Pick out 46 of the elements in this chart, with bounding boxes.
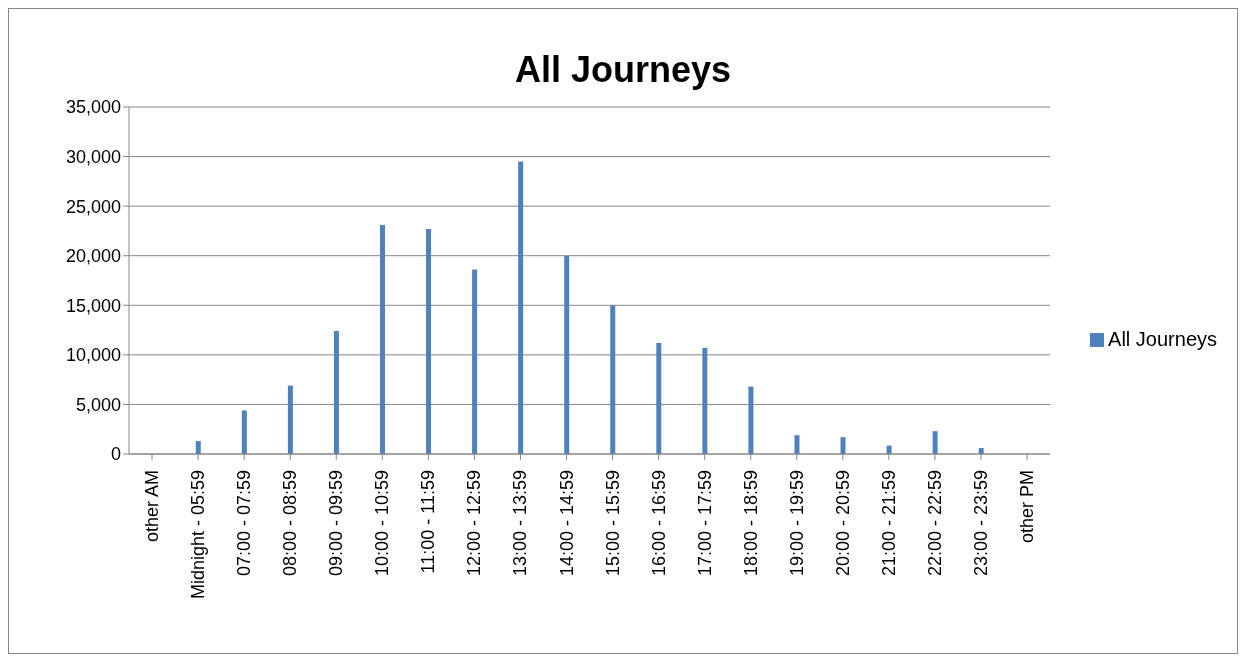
x-tick-label: 15:00 - 15:59 (602, 470, 623, 577)
y-tick-label: 10,000 (65, 345, 121, 366)
bar (656, 342, 662, 454)
x-tick-label: 09:00 - 09:59 (326, 470, 347, 577)
bar (426, 228, 432, 454)
y-tick-label: 30,000 (65, 146, 121, 167)
y-tick-label: 20,000 (65, 246, 121, 267)
bar (794, 435, 800, 454)
bar (564, 255, 570, 454)
x-tick-label: other AM (142, 470, 163, 543)
chart-title: All Journeys (513, 49, 733, 92)
x-tick-label: other PM (1017, 470, 1038, 544)
y-tick-label: 35,000 (65, 97, 121, 118)
x-tick-label: 17:00 - 17:59 (694, 470, 715, 577)
bar (333, 331, 339, 454)
y-tick-label: 25,000 (65, 196, 121, 217)
x-tick-label: 19:00 - 19:59 (786, 470, 807, 577)
x-tick-label: 23:00 - 23:59 (970, 470, 991, 577)
x-tick-label: 07:00 - 07:59 (234, 470, 255, 577)
x-tick-label: 20:00 - 20:59 (832, 470, 853, 577)
bar (241, 410, 247, 454)
x-tick-label: 13:00 - 13:59 (510, 470, 531, 577)
x-tick-label: 08:00 - 08:59 (280, 470, 301, 577)
bar (610, 305, 616, 454)
x-tick-label: 14:00 - 14:59 (556, 470, 577, 577)
legend-label: All Journeys (1108, 327, 1217, 350)
x-tick-label: 22:00 - 22:59 (924, 470, 945, 577)
x-tick-label: 10:00 - 10:59 (372, 470, 393, 577)
bar (748, 386, 754, 454)
x-tick-label: Midnight - 05:59 (188, 470, 209, 600)
y-tick-label: 0 (110, 444, 121, 465)
y-tick-label: 5,000 (75, 394, 121, 415)
x-tick-label: 11:00 - 11:59 (418, 470, 439, 574)
bar (379, 224, 385, 454)
x-tick-label: 18:00 - 18:59 (740, 470, 761, 577)
bar (195, 441, 201, 454)
x-tick-label: 16:00 - 16:59 (648, 470, 669, 577)
bar (702, 347, 708, 454)
x-tick-label: 21:00 - 21:59 (878, 470, 899, 577)
x-tick-label: 12:00 - 12:59 (464, 470, 485, 577)
bar (472, 269, 478, 454)
bar (932, 431, 938, 454)
bar (518, 161, 524, 454)
y-tick-label: 15,000 (65, 295, 121, 316)
bar (287, 385, 293, 454)
bar (840, 437, 846, 454)
